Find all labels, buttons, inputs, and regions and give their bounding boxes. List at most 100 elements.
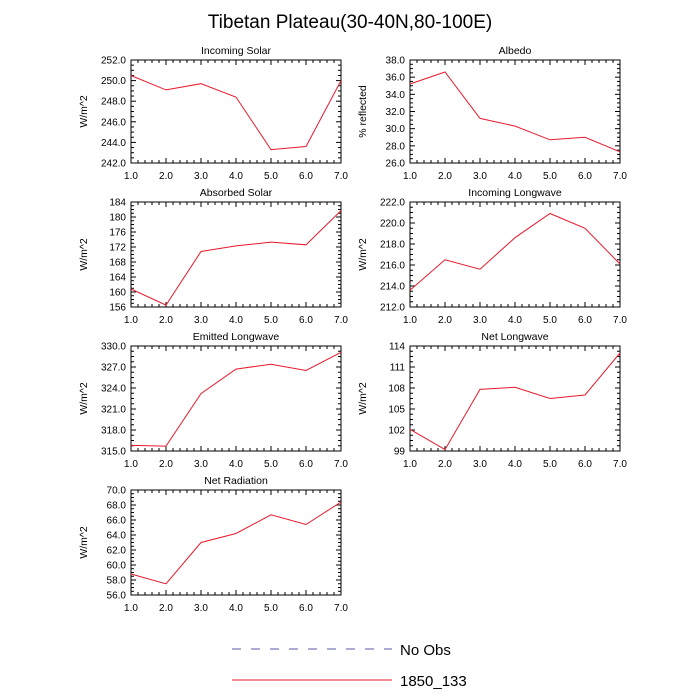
x-tick-label: 1.0 [403, 459, 417, 470]
y-tick-label: 38.0 [386, 56, 406, 67]
x-tick-label: 4.0 [508, 315, 522, 326]
x-tick-label: 7.0 [334, 603, 348, 614]
series-line-1850-133 [130, 75, 342, 151]
plot-frame [130, 201, 342, 308]
y-axis-label: W/m^2 [78, 238, 90, 271]
x-tick-label: 3.0 [473, 315, 487, 326]
y-tick-label: 176 [109, 228, 126, 239]
figure-title: Tibetan Plateau(30-40N,80-100E) [208, 12, 492, 33]
x-tick-label: 5.0 [264, 459, 278, 470]
y-tick-label: 58.0 [107, 576, 127, 587]
panel-title: Incoming Solar [201, 45, 272, 57]
x-tick-label: 1.0 [124, 603, 138, 614]
y-tick-label: 324.0 [101, 384, 126, 395]
x-tick-label: 2.0 [438, 171, 452, 182]
plot-frame [130, 59, 342, 164]
x-tick-label: 7.0 [613, 171, 627, 182]
x-tick-label: 1.0 [403, 171, 417, 182]
panel-title: Net Radiation [204, 475, 268, 487]
y-axis-label: % reflected [357, 85, 369, 138]
x-tick-label: 3.0 [194, 459, 208, 470]
panel-title: Albedo [499, 45, 532, 57]
y-tick-label: 164 [109, 273, 126, 284]
x-tick-label: 5.0 [264, 315, 278, 326]
x-tick-label: 2.0 [159, 315, 173, 326]
y-tick-label: 68.0 [107, 501, 127, 512]
panel-albedo: Albedo % reflected 1.0 2.0 3.0 4.0 5.0 6.0 7.0 26… [357, 45, 627, 182]
y-tick-label: 214.0 [380, 282, 405, 293]
y-tick-label: 315.0 [101, 447, 126, 458]
y-tick-label: 32.0 [386, 107, 406, 118]
x-tick-label: 5.0 [543, 459, 557, 470]
y-tick-label: 36.0 [386, 73, 406, 84]
legend: No Obs 1850_133 [232, 642, 467, 690]
plot-frame [409, 201, 621, 308]
x-tick-label: 2.0 [159, 603, 173, 614]
series-line-1850-133 [130, 501, 342, 585]
y-tick-label: 70.0 [107, 486, 127, 497]
panel-incoming-longwave: Incoming Longwave W/m^2 1.0 2.0 3.0 4.0 5.0 6.0… [357, 187, 627, 326]
x-tick-label: 6.0 [578, 459, 592, 470]
y-tick-label: 28.0 [386, 141, 406, 152]
y-tick-label: 160 [109, 288, 126, 299]
y-tick-label: 156 [109, 303, 126, 314]
x-tick-label: 5.0 [264, 603, 278, 614]
x-tick-label: 3.0 [194, 171, 208, 182]
y-tick-label: 222.0 [380, 198, 405, 209]
x-tick-label: 1.0 [124, 171, 138, 182]
series-line-1850-133 [409, 352, 621, 451]
x-tick-label: 5.0 [264, 171, 278, 182]
panel-title: Incoming Longwave [468, 187, 562, 199]
x-tick-label: 4.0 [508, 171, 522, 182]
y-axis-label: W/m^2 [357, 382, 369, 415]
y-tick-label: 172 [109, 243, 126, 254]
plot-frame [409, 345, 621, 452]
plot-frame [409, 59, 621, 164]
y-tick-label: 64.0 [107, 531, 127, 542]
y-tick-label: 111 [390, 363, 406, 374]
legend-label-1850-133: 1850_133 [400, 673, 467, 690]
x-tick-label: 3.0 [194, 603, 208, 614]
x-tick-label: 3.0 [194, 315, 208, 326]
y-tick-label: 56.0 [107, 591, 127, 602]
y-tick-label: 99 [394, 447, 406, 458]
panel-title: Net Longwave [481, 331, 548, 343]
y-tick-label: 60.0 [107, 561, 127, 572]
y-tick-label: 327.0 [101, 363, 126, 374]
y-tick-label: 30.0 [386, 124, 406, 135]
x-tick-label: 7.0 [334, 459, 348, 470]
x-tick-label: 6.0 [299, 171, 313, 182]
y-axis-label: W/m^2 [78, 95, 90, 128]
y-tick-label: 242.0 [101, 159, 126, 170]
x-tick-label: 1.0 [124, 459, 138, 470]
panel-emitted-longwave: Emitted Longwave W/m^2 1.0 2.0 3.0 4.0 5.0 6.0 7… [78, 331, 348, 470]
y-tick-label: 246.0 [101, 117, 126, 128]
panels: Incoming Solar W/m^2 1.0 2.0 3.0 4.0 5.0 6.0 7.0… [78, 45, 627, 614]
x-tick-label: 1.0 [124, 315, 138, 326]
x-tick-label: 6.0 [299, 315, 313, 326]
y-tick-label: 105 [388, 405, 405, 416]
series-line-1850-133 [409, 71, 621, 153]
x-tick-label: 5.0 [543, 171, 557, 182]
x-tick-label: 7.0 [334, 315, 348, 326]
x-tick-label: 4.0 [508, 459, 522, 470]
x-tick-label: 6.0 [299, 459, 313, 470]
series-line-1850-133 [130, 351, 342, 447]
x-tick-label: 7.0 [334, 171, 348, 182]
x-tick-label: 4.0 [229, 171, 243, 182]
y-tick-label: 330.0 [101, 342, 126, 353]
x-tick-label: 6.0 [299, 603, 313, 614]
y-tick-label: 218.0 [380, 240, 405, 251]
x-tick-label: 2.0 [438, 459, 452, 470]
x-tick-label: 4.0 [229, 315, 243, 326]
y-tick-label: 168 [109, 258, 126, 269]
y-axis-label: W/m^2 [357, 238, 369, 271]
x-tick-label: 6.0 [578, 171, 592, 182]
y-tick-label: 252.0 [101, 56, 126, 67]
y-tick-label: 318.0 [101, 426, 126, 437]
y-tick-label: 62.0 [107, 546, 127, 557]
x-tick-label: 1.0 [403, 315, 417, 326]
y-axis-label: W/m^2 [78, 526, 90, 559]
y-tick-label: 321.0 [101, 405, 126, 416]
